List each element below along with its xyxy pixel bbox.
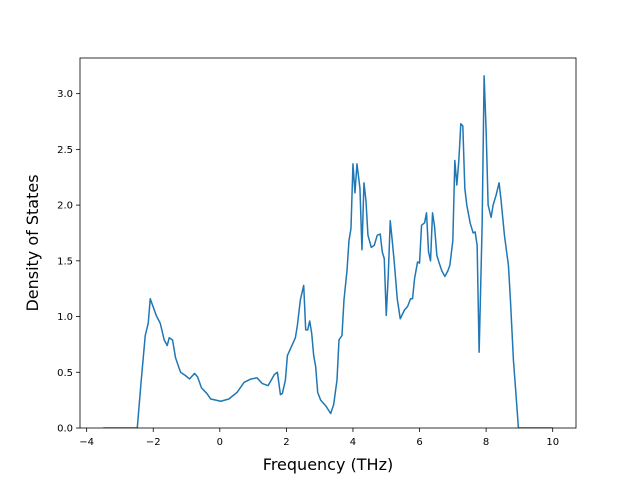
x-tick-label: 10 (546, 437, 559, 448)
y-tick-label: 2.5 (57, 145, 73, 156)
y-tick-label: 1.5 (57, 256, 73, 267)
x-tick-label: −2 (146, 437, 161, 448)
y-tick-label: 0.5 (57, 368, 73, 379)
y-tick-label: 3.0 (57, 89, 73, 100)
y-tick-label: 0.0 (57, 424, 73, 435)
x-tick-label: 0 (217, 437, 223, 448)
x-tick-label: 2 (283, 437, 289, 448)
x-axis-label: Frequency (THz) (263, 455, 393, 474)
x-tick-label: 4 (350, 437, 356, 448)
plot-frame (79, 57, 577, 429)
y-tick-label: 1.0 (57, 312, 73, 323)
y-axis-label: Density of States (23, 174, 42, 311)
line (103, 75, 553, 428)
x-tick-label: 6 (416, 437, 422, 448)
x-tick-label: 8 (483, 437, 489, 448)
y-tick-label: 2.0 (57, 201, 73, 212)
x-tick-label: −4 (79, 437, 94, 448)
